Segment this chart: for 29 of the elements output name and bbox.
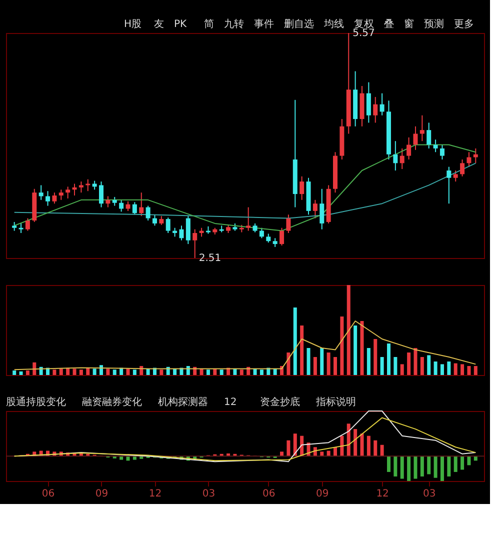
text: 窗 (404, 18, 414, 30)
text: PK (174, 19, 188, 30)
text: 更多 (454, 18, 474, 30)
x-tick-label: 03 (422, 488, 436, 500)
text: 删自选 (284, 18, 314, 30)
x-tick-label: 06 (42, 488, 55, 500)
text: 复权 (354, 18, 374, 30)
annotation: 2.51 (198, 253, 222, 264)
x-tick-label: 06 (262, 488, 276, 500)
x-tick-label: 09 (95, 488, 108, 500)
text: 预测 (424, 18, 444, 30)
x-tick-label: 09 (316, 488, 329, 500)
text: 股通持股变化 (6, 396, 66, 408)
x-tick-label: 12 (376, 488, 389, 500)
text: H股 (124, 19, 142, 30)
text: 叠 (384, 19, 394, 30)
text: 资金抄底 (260, 396, 300, 408)
text: 均线 (323, 18, 344, 30)
text: 友 (154, 19, 164, 30)
text: 事件 (254, 18, 274, 30)
text: 简 (204, 18, 214, 30)
x-tick-label: 03 (202, 488, 216, 500)
x-tick-label: 12 (148, 488, 162, 500)
text: 九转 (224, 18, 244, 30)
text: 机构探测器 (158, 396, 208, 408)
text: 12 (224, 397, 237, 408)
annotation: 5.57 (352, 28, 375, 39)
text: 指标说明 (315, 396, 356, 408)
text: 融资融券变化 (82, 396, 142, 408)
